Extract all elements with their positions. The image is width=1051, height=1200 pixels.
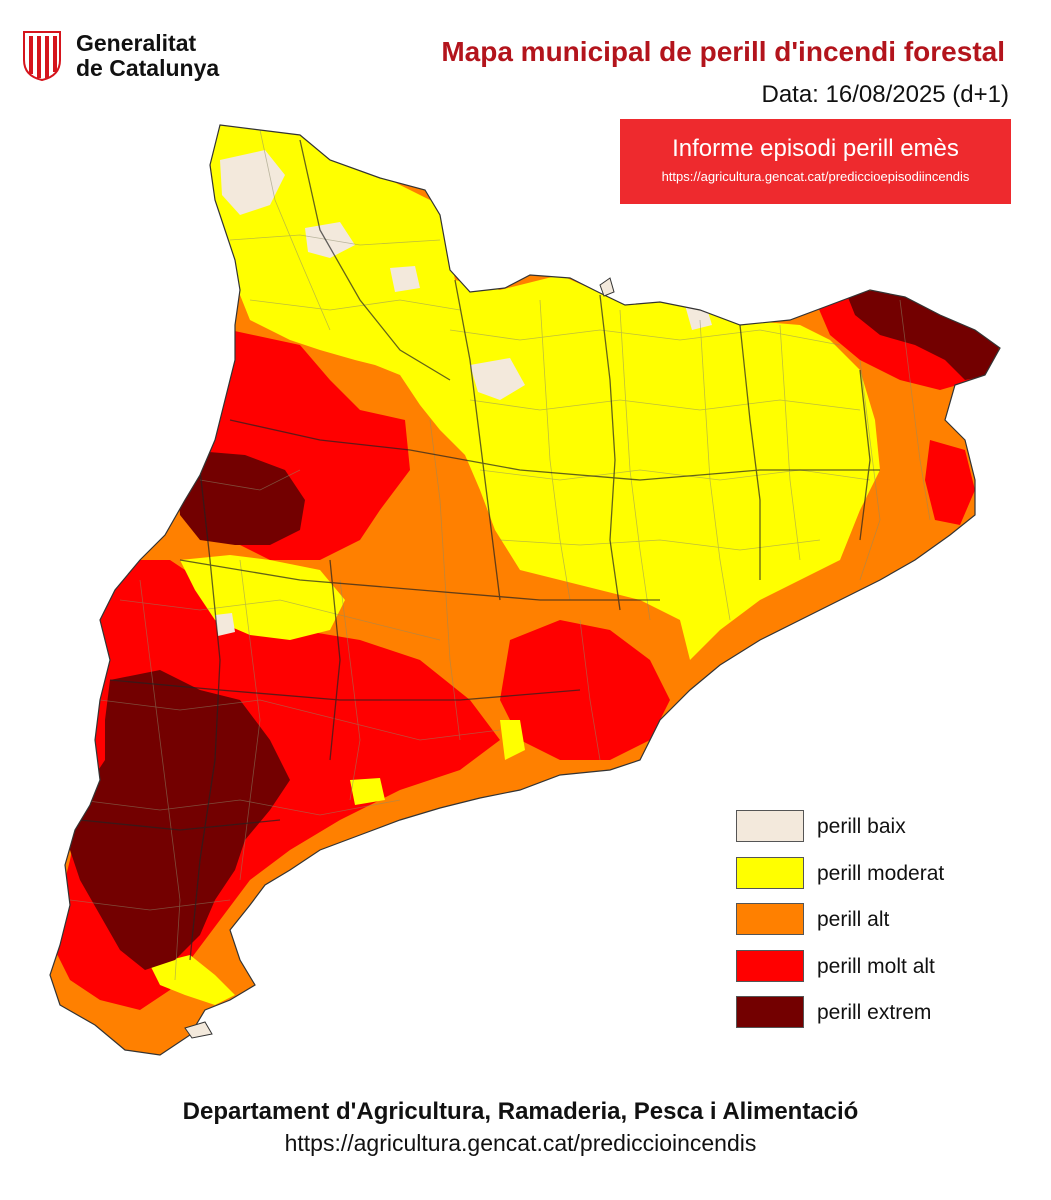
footer-department: Departament d'Agricultura, Ramaderia, Pe… <box>182 1098 859 1125</box>
alert-link[interactable]: https://agricultura.gencat.cat/prediccio… <box>661 169 970 184</box>
catalonia-fire-risk-map <box>49 124 1001 1056</box>
logo-text: Generalitat de Catalunya <box>76 31 219 81</box>
legend-swatch <box>736 856 804 889</box>
logo-line-2: de Catalunya <box>76 55 220 81</box>
legend-swatch <box>736 903 804 935</box>
legend-label: perill molt alt <box>817 954 935 978</box>
map-title: Mapa municipal de perill d'incendi fores… <box>441 36 1005 67</box>
generalitat-logo: Generalitat de Catalunya <box>22 30 219 82</box>
senyera-emblem-icon <box>23 31 61 82</box>
legend-swatch <box>736 810 804 842</box>
logo-line-1: Generalitat <box>76 30 197 56</box>
legend-label: perill moderat <box>817 861 945 885</box>
legend-swatch <box>736 949 804 982</box>
forecast-date: Data: 16/08/2025 (d+1) <box>761 81 1009 108</box>
footer-link[interactable]: https://agricultura.gencat.cat/prediccio… <box>284 1130 757 1156</box>
legend-label: perill baix <box>817 815 906 838</box>
legend-label: perill alt <box>817 908 890 931</box>
episode-alert-box[interactable]: Informe episodi perill emès https://agri… <box>620 119 1011 204</box>
legend-swatch <box>736 996 804 1028</box>
alert-title: Informe episodi perill emès <box>672 135 959 162</box>
legend-label: perill extrem <box>817 1001 932 1024</box>
